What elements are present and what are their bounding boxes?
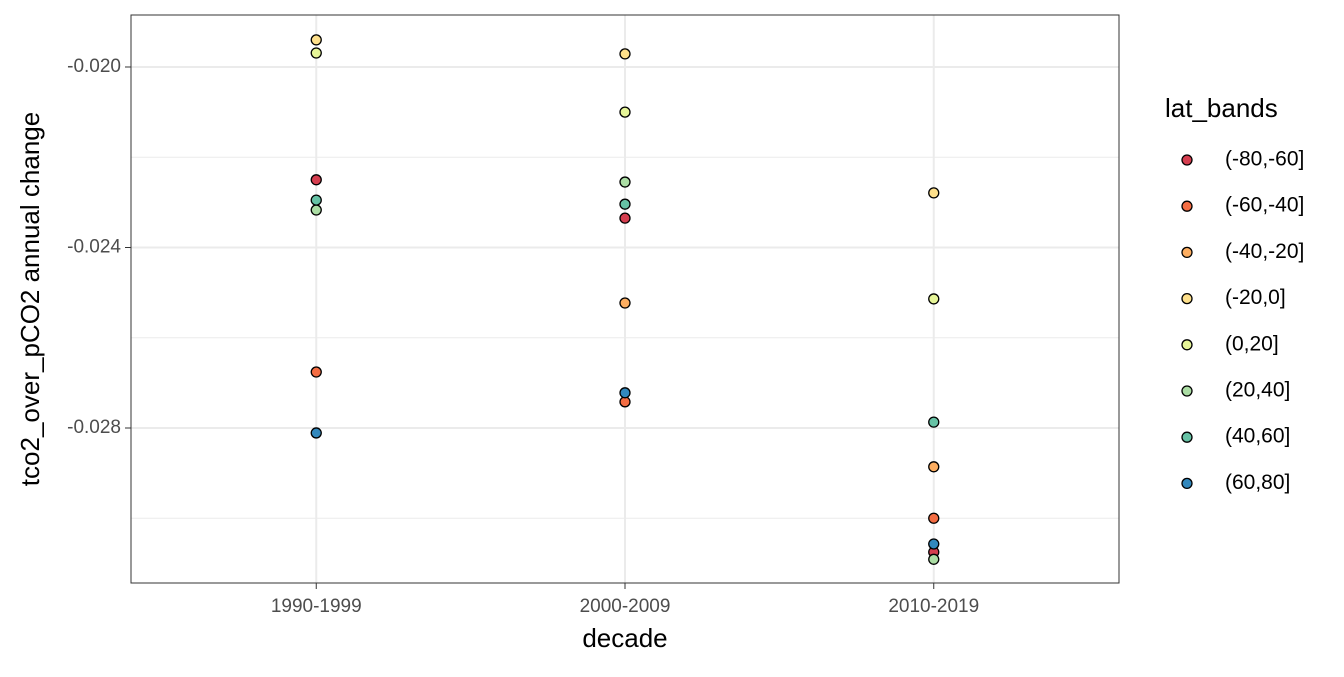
legend-key	[1181, 431, 1193, 443]
point	[928, 461, 940, 473]
point	[619, 106, 631, 118]
legend-title: lat_bands	[1165, 93, 1278, 123]
point	[928, 293, 940, 305]
legend-key	[1181, 477, 1193, 490]
point	[928, 553, 940, 565]
point	[619, 297, 631, 309]
legend-key	[1181, 154, 1193, 166]
point	[310, 204, 322, 216]
point	[928, 512, 940, 524]
legend-label: (-40,-20]	[1225, 240, 1304, 263]
x-tick-label: 2010-2019	[888, 596, 979, 617]
point	[619, 48, 631, 60]
y-axis-label: tco2_over_pCO2 annual change	[15, 112, 45, 486]
y-tick-label: -0.024	[67, 237, 121, 258]
point	[310, 427, 322, 439]
point	[619, 387, 631, 399]
point	[928, 416, 940, 428]
point	[619, 176, 631, 188]
x-tick-label: 2000-2009	[580, 596, 671, 617]
legend-key	[1181, 292, 1193, 305]
legend-label: (40,60]	[1225, 425, 1290, 448]
legend-label: (60,80]	[1225, 471, 1290, 494]
legend-key	[1181, 246, 1193, 259]
panel-border	[130, 14, 1120, 584]
legend-label: (-20,0]	[1225, 286, 1286, 309]
legend-label: (-80,-60]	[1225, 148, 1304, 171]
y-tick-label: -0.020	[67, 56, 121, 77]
point	[928, 538, 940, 550]
point	[310, 366, 322, 378]
point	[310, 47, 322, 59]
point	[619, 212, 631, 224]
legend-label: (-60,-40]	[1225, 194, 1304, 217]
legend-key	[1181, 385, 1193, 397]
x-axis-label: decade	[582, 623, 667, 653]
point	[310, 174, 322, 186]
legend-key	[1181, 339, 1193, 351]
x-tick-label: 1990-1999	[271, 596, 362, 617]
legend-label: (0,20]	[1225, 332, 1279, 355]
point	[619, 198, 631, 210]
point	[310, 194, 322, 206]
legend-label: (20,40]	[1225, 379, 1290, 402]
y-tick-label: -0.028	[67, 417, 121, 438]
legend-key	[1181, 200, 1193, 212]
point	[928, 187, 940, 199]
point	[310, 34, 322, 46]
